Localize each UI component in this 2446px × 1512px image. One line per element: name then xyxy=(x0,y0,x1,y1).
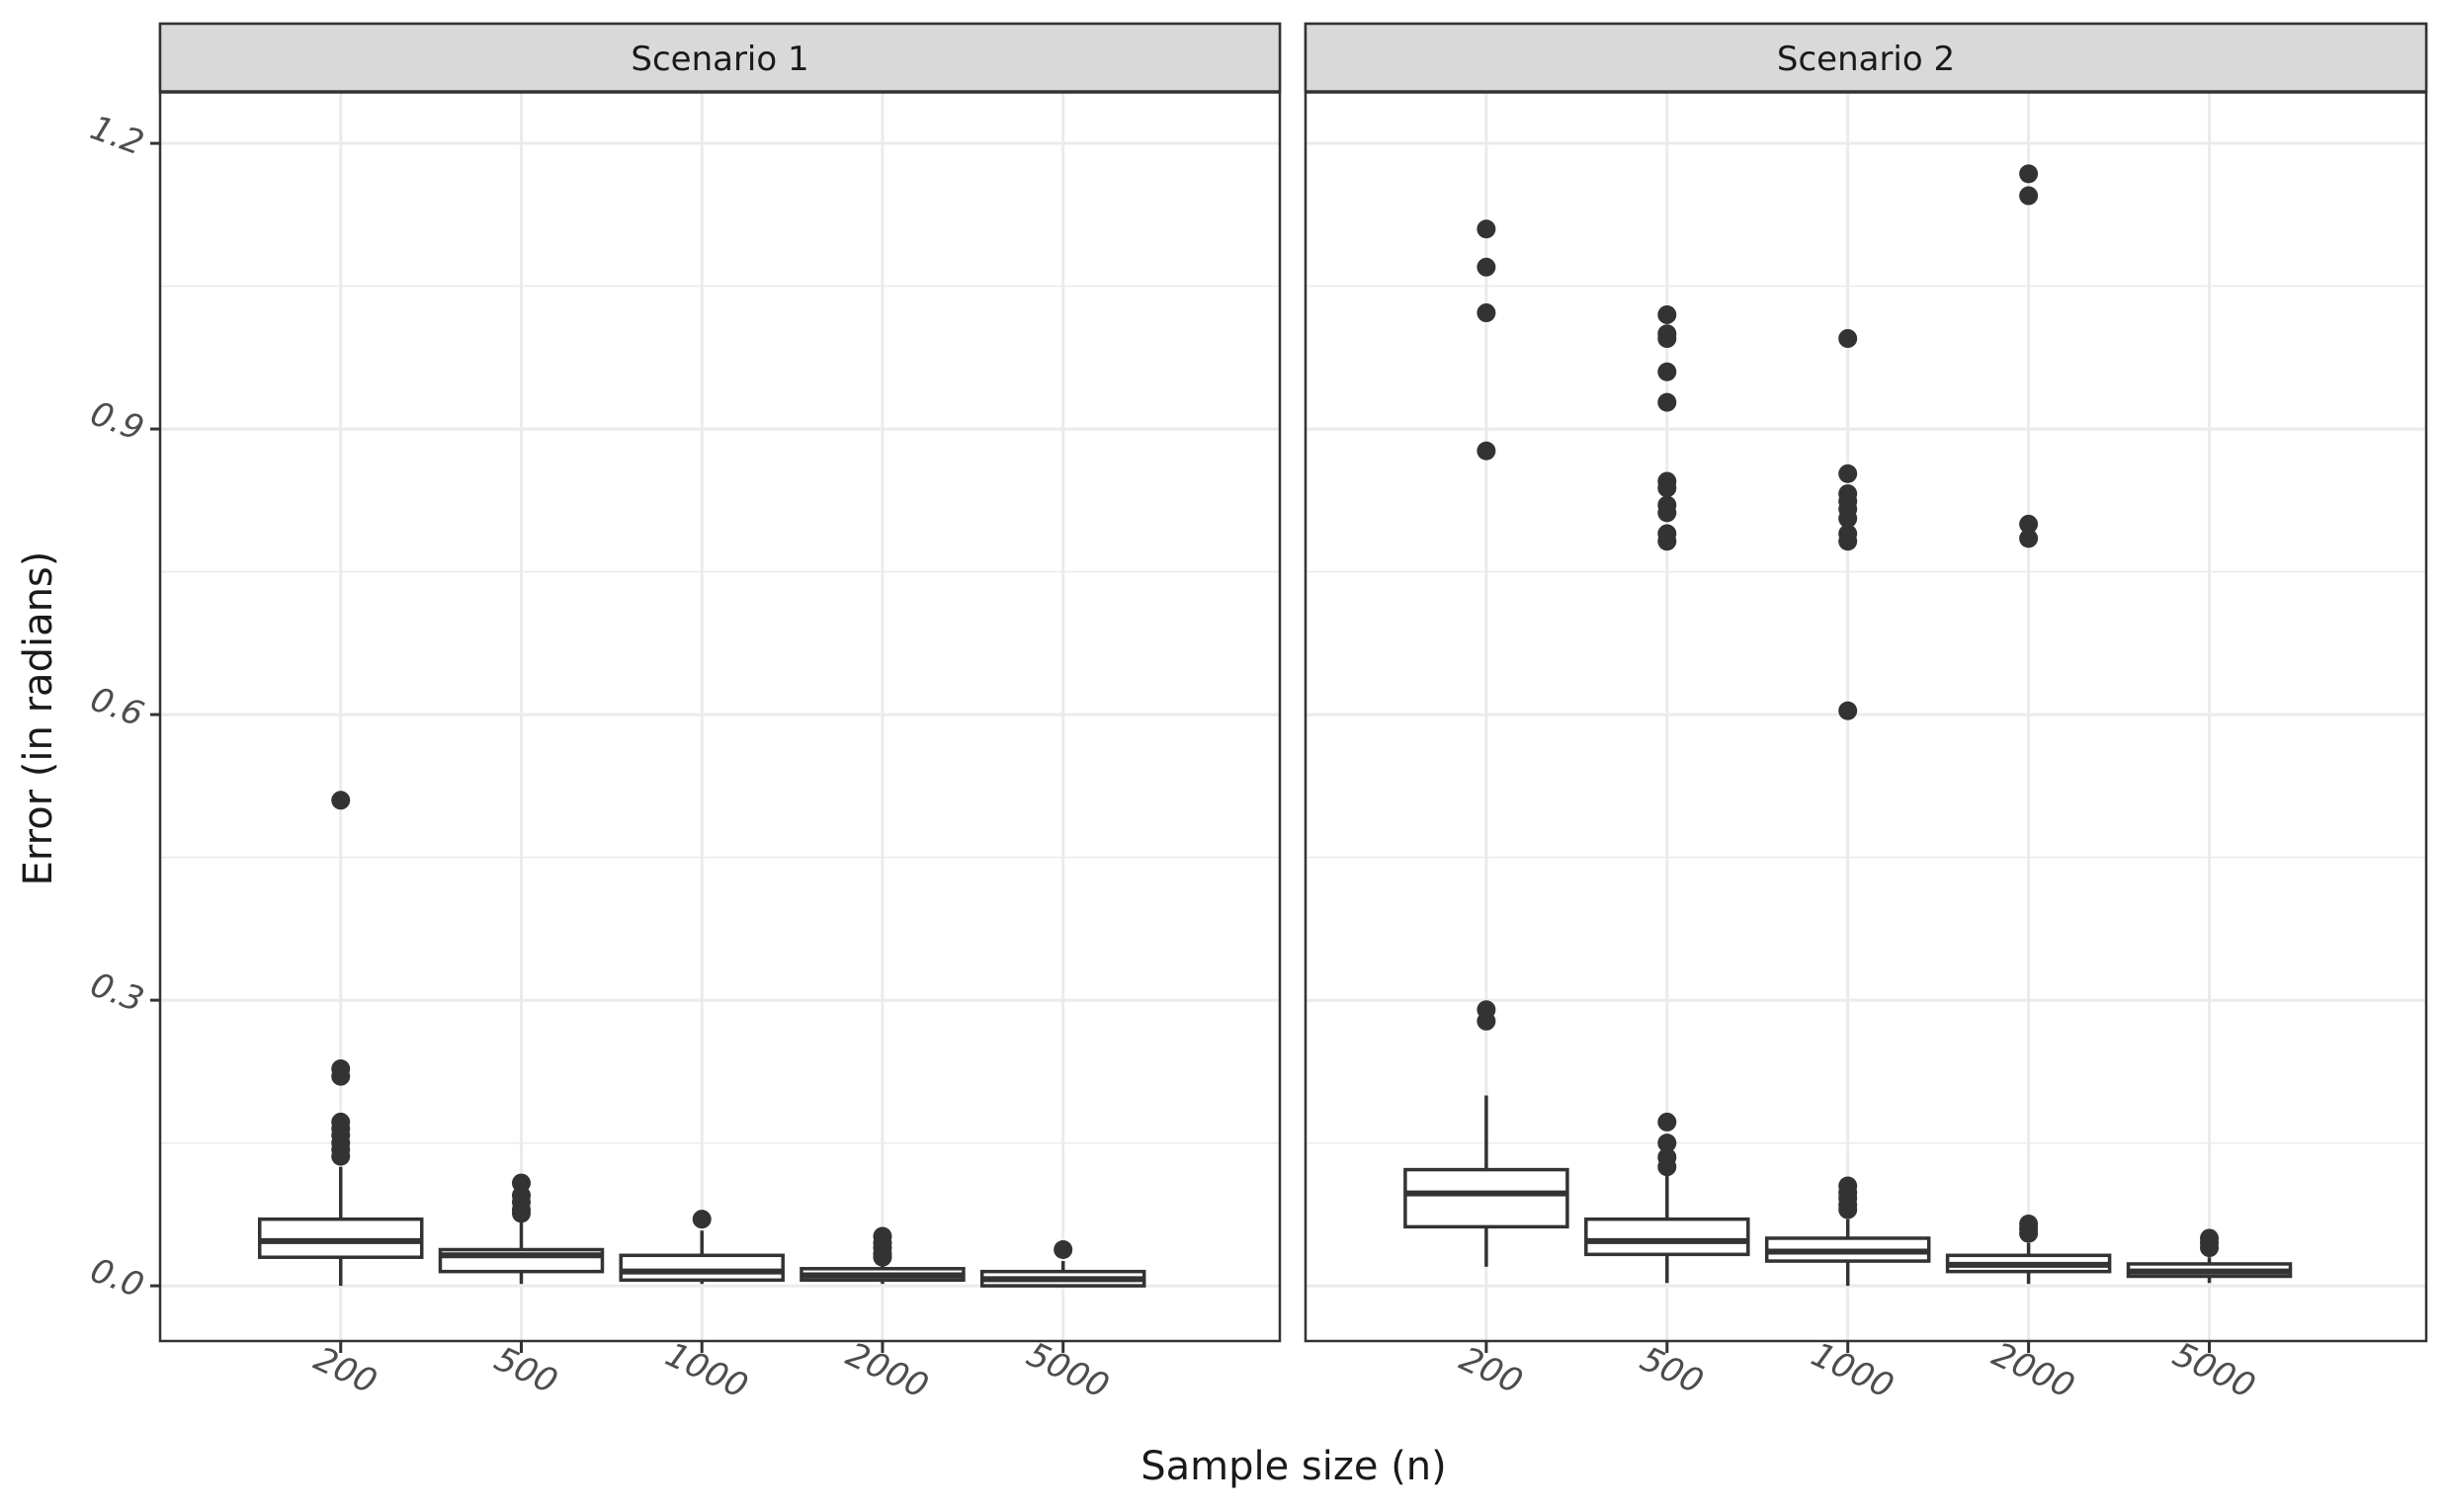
strip-background xyxy=(158,22,1282,94)
outlier-point xyxy=(873,1247,892,1267)
outlier-point xyxy=(331,791,351,810)
panel-background xyxy=(1306,93,2426,1341)
box-rect xyxy=(1403,1167,1569,1229)
panel-background xyxy=(160,93,1280,1341)
outlier-point xyxy=(1838,1200,1858,1219)
strip-title: Scenario 1 xyxy=(631,40,808,79)
outlier-point xyxy=(2200,1238,2220,1258)
outlier-point xyxy=(1476,257,1496,277)
strip-title: Scenario 2 xyxy=(1777,40,1955,79)
outlier-point xyxy=(1476,1011,1496,1031)
outlier-point xyxy=(1657,1134,1677,1153)
outlier-point xyxy=(1657,329,1677,349)
outlier-point xyxy=(1476,303,1496,323)
outlier-point xyxy=(1054,1240,1073,1260)
outlier-point xyxy=(1657,1112,1677,1132)
box-1000 xyxy=(1764,329,1931,1287)
box-2000 xyxy=(800,1226,966,1285)
outlier-point xyxy=(2019,514,2039,534)
outlier-point xyxy=(692,1210,712,1229)
outlier-point xyxy=(511,1204,531,1223)
outlier-point xyxy=(1657,532,1677,551)
outlier-point xyxy=(1476,219,1496,239)
outlier-point xyxy=(2019,1223,2039,1243)
outlier-point xyxy=(1657,362,1677,381)
outlier-point xyxy=(1838,701,1858,720)
y-axis-title: Error (in radians) xyxy=(16,551,61,886)
box-200 xyxy=(257,791,424,1287)
box-1000 xyxy=(619,1210,785,1285)
box-rect xyxy=(619,1253,785,1283)
strip-background xyxy=(1304,22,2428,94)
outlier-point xyxy=(1657,304,1677,324)
outlier-point xyxy=(1657,478,1677,498)
box-2000 xyxy=(1945,164,2112,1285)
outlier-point xyxy=(1838,532,1858,551)
outlier-point xyxy=(1657,1157,1677,1177)
outlier-point xyxy=(1838,463,1858,483)
x-axis-title: Sample size (n) xyxy=(1140,1444,1447,1489)
box-200 xyxy=(1403,219,1569,1267)
box-rect xyxy=(1584,1217,1750,1257)
outlier-point xyxy=(2019,529,2039,548)
outlier-point xyxy=(1838,509,1858,529)
outlier-point xyxy=(331,1066,351,1086)
outlier-point xyxy=(2019,164,2039,184)
box-5000 xyxy=(979,1240,1146,1288)
outlier-point xyxy=(2019,186,2039,206)
box-5000 xyxy=(2126,1228,2293,1284)
outlier-point xyxy=(1657,392,1677,412)
outlier-point xyxy=(331,1146,351,1166)
outlier-point xyxy=(1657,503,1677,523)
outlier-point xyxy=(1476,441,1496,461)
box-500 xyxy=(438,1173,605,1285)
box-500 xyxy=(1584,304,1750,1284)
outlier-point xyxy=(1838,329,1858,349)
